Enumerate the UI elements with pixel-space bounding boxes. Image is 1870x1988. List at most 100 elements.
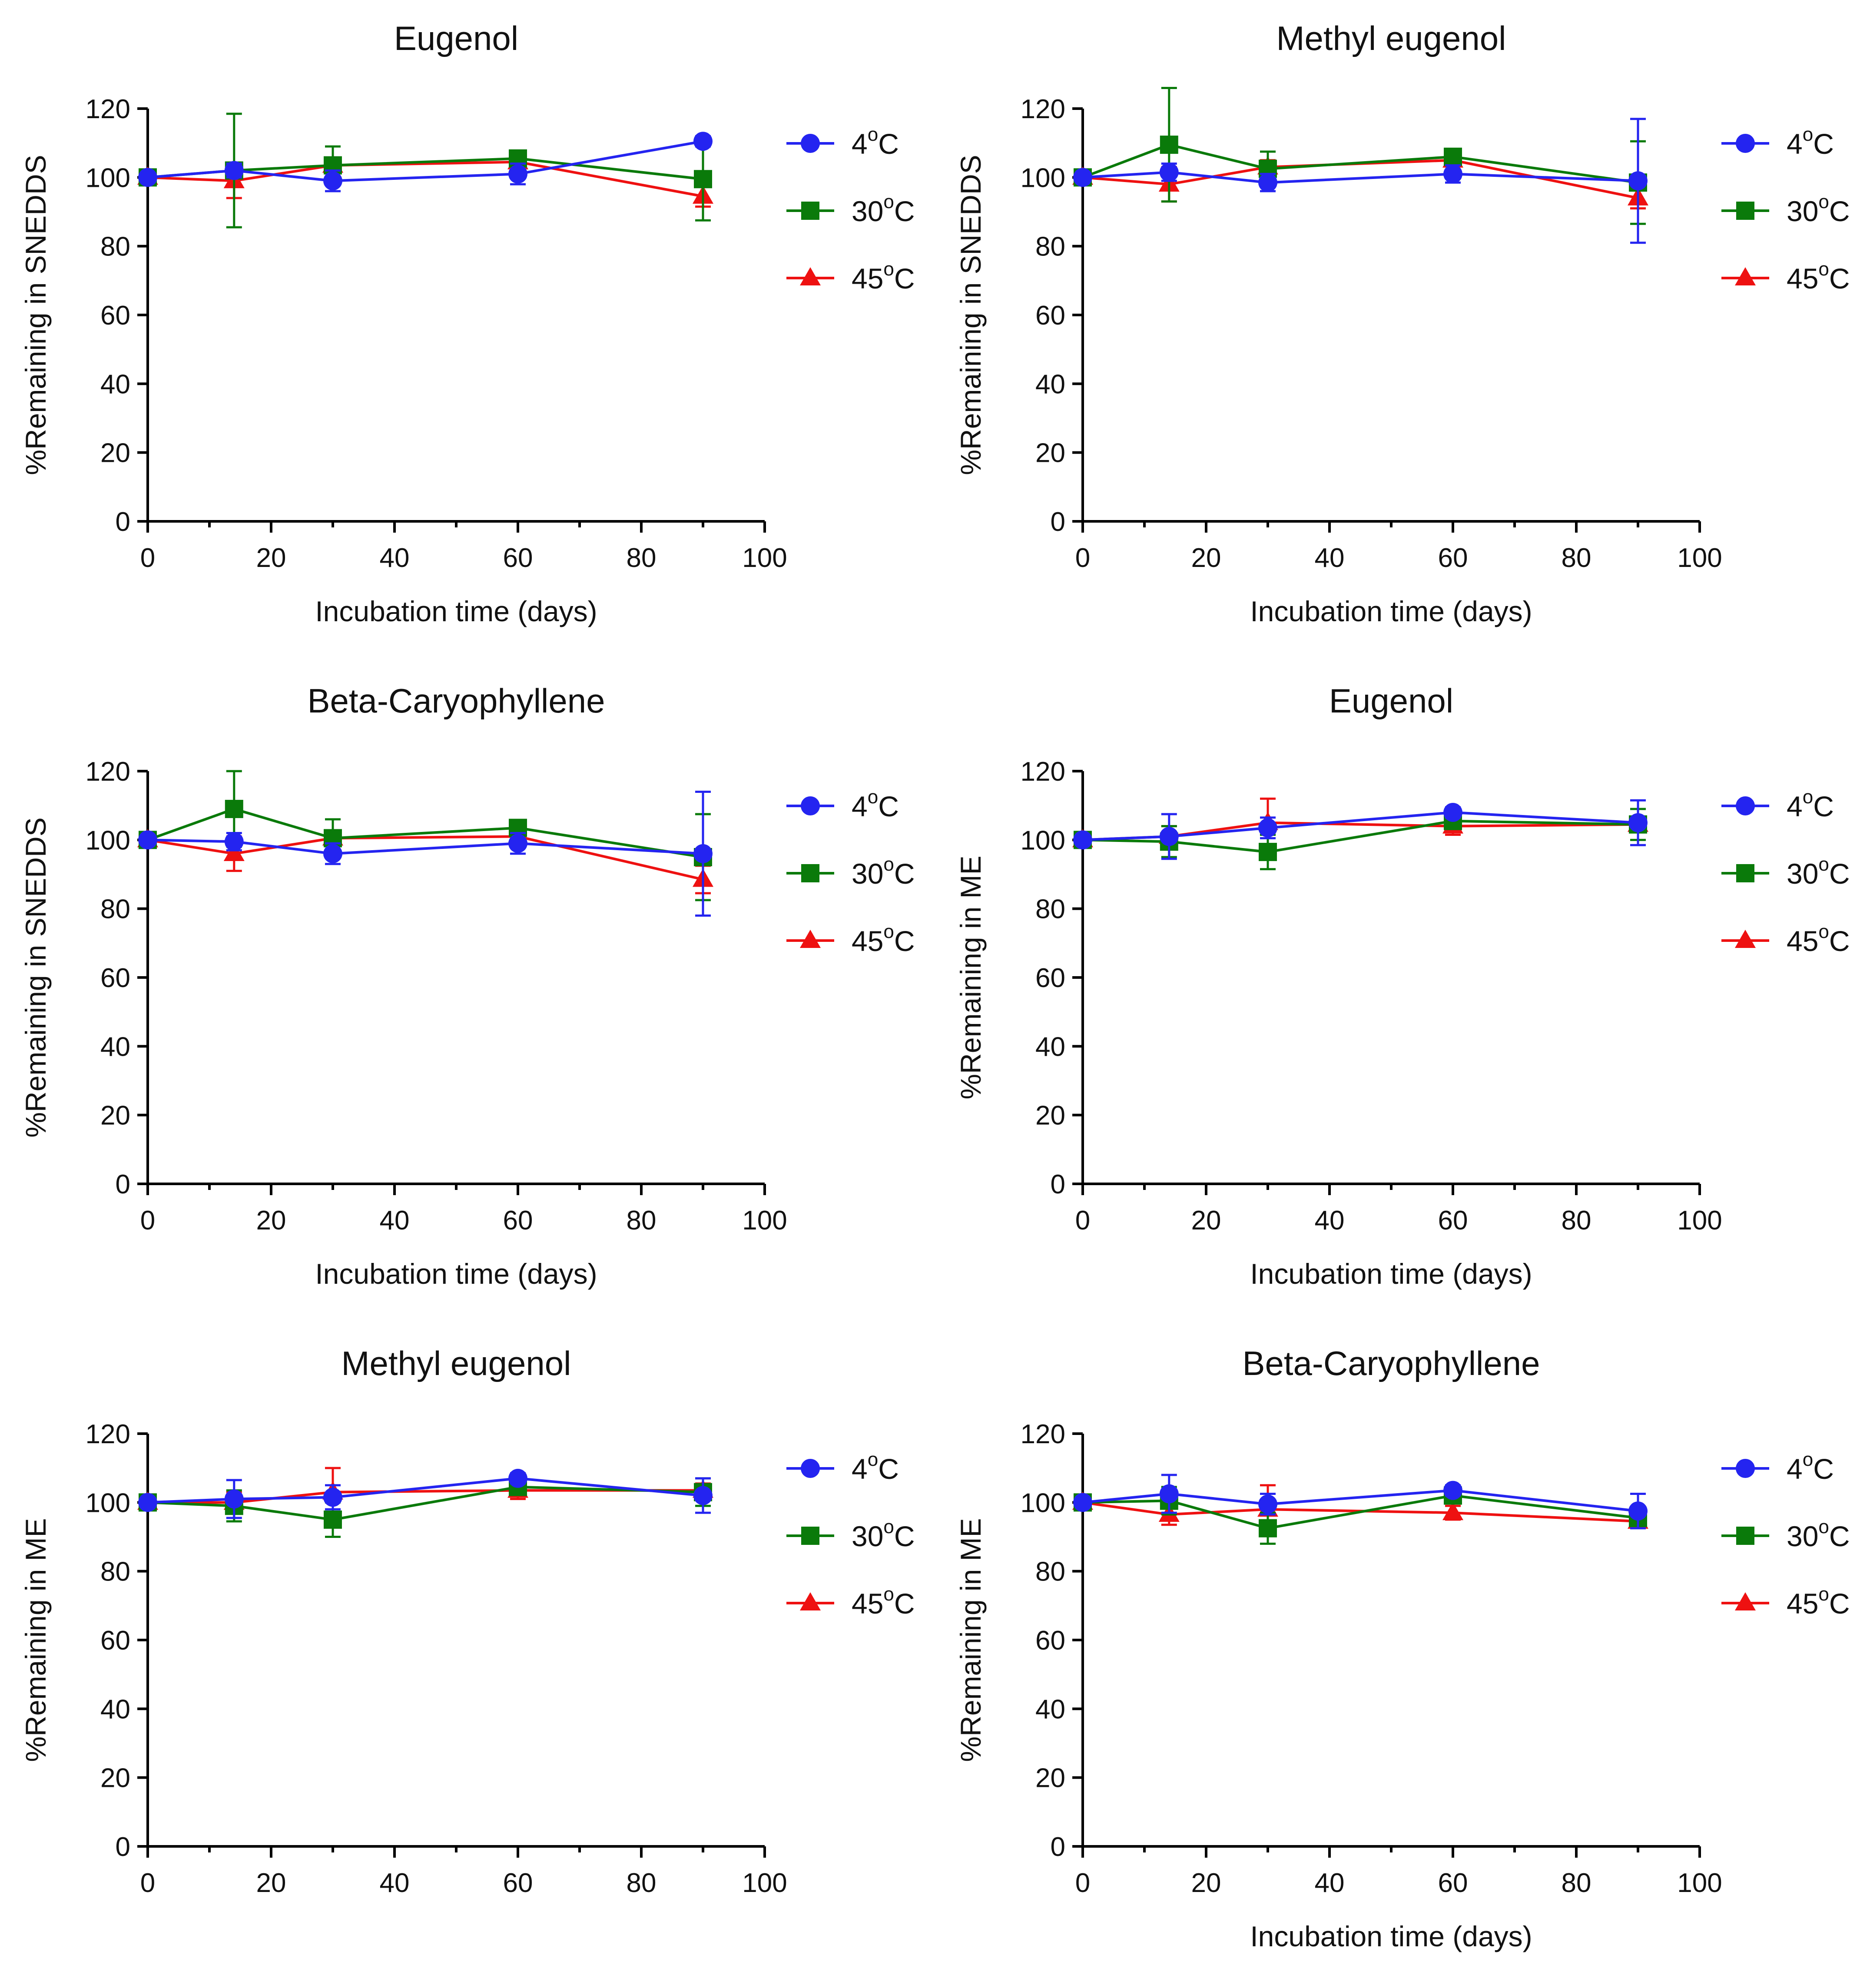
legend-label: 30oC [1787, 854, 1850, 890]
x-tick-label: 100 [742, 1206, 787, 1236]
legend-label-unit: C [894, 925, 915, 957]
legend-label-unit: C [1829, 858, 1850, 890]
y-tick-label: 40 [100, 369, 130, 399]
y-tick-label: 20 [1035, 438, 1065, 468]
legend-item-4C: 4oC [786, 1449, 899, 1485]
x-tick-label: 0 [1075, 1206, 1090, 1236]
data-point [1258, 1494, 1277, 1514]
legend-label: 30oC [1787, 1516, 1850, 1552]
x-tick-label: 0 [1075, 1868, 1090, 1898]
x-tick-label: 80 [1562, 1868, 1591, 1898]
y-tick-label: 0 [116, 1832, 130, 1862]
legend-marker [1736, 202, 1754, 220]
legend-marker [801, 1459, 820, 1478]
legend-degree-symbol: o [1803, 124, 1813, 145]
series-45C [137, 825, 713, 895]
data-point [1159, 827, 1179, 846]
data-point [224, 832, 244, 852]
data-point [323, 1488, 342, 1507]
x-tick-label: 60 [1438, 543, 1468, 573]
x-tick-label: 80 [627, 1868, 656, 1898]
x-tick-label: 80 [627, 543, 656, 573]
legend-label: 45oC [1787, 1584, 1850, 1620]
x-tick-label: 40 [1315, 543, 1345, 573]
y-tick-label: 40 [100, 1032, 130, 1062]
y-tick-label: 80 [100, 895, 130, 924]
chart-panel-beta-caryophyllene-me: Beta-Caryophyllene 0 20 40 60 80 100 120 0 20 40 60… [955, 1344, 1850, 1952]
y-tick-label: 80 [100, 1557, 130, 1587]
legend-label: 30oC [852, 854, 915, 890]
y-tick-label: 100 [1021, 163, 1065, 193]
legend-marker [1736, 1459, 1755, 1478]
legend-label-number: 45 [852, 262, 883, 295]
legend-label: 45oC [852, 258, 915, 295]
data-point [223, 843, 245, 861]
legend-degree-symbol: o [1818, 258, 1829, 280]
series-4C [138, 791, 713, 917]
legend-label-unit: C [878, 790, 899, 822]
legend-item-4C: 4oC [1721, 786, 1834, 822]
chart-title: Methyl eugenol [1276, 19, 1506, 57]
legend-label-number: 30 [1787, 1520, 1818, 1552]
chart-panel-eugenol-me: Eugenol 0 20 40 60 80 100 120 0 20 40 60 80 100 Incuba… [955, 682, 1850, 1290]
data-point [138, 1493, 157, 1512]
legend-label-unit: C [894, 1520, 915, 1552]
data-point [225, 800, 243, 818]
x-tick-label: 80 [1562, 1206, 1591, 1236]
x-tick-label: 100 [742, 543, 787, 573]
legend-item-4C: 4oC [1721, 124, 1834, 160]
legend-label-number: 4 [1787, 790, 1803, 822]
y-tick-label: 60 [1035, 963, 1065, 993]
legend-degree-symbol: o [883, 191, 894, 212]
y-tick-label: 100 [1021, 825, 1065, 855]
x-tick-label: 0 [140, 1868, 155, 1898]
legend-label-number: 30 [852, 195, 883, 227]
y-tick-label: 120 [1021, 757, 1065, 787]
chart-title: Methyl eugenol [341, 1344, 571, 1382]
x-tick-label: 60 [503, 1206, 533, 1236]
legend-marker [800, 267, 821, 285]
legend-label-number: 4 [852, 128, 868, 160]
x-tick-label: 0 [140, 543, 155, 573]
series-4C [1073, 799, 1648, 860]
x-tick-label: 20 [1191, 1206, 1221, 1236]
legend-marker [1736, 134, 1755, 153]
series-4C [138, 1468, 713, 1519]
y-tick-label: 60 [100, 301, 130, 331]
legend-label-unit: C [894, 262, 915, 295]
x-tick-label: 40 [380, 543, 410, 573]
y-tick-label: 20 [100, 1101, 130, 1131]
y-tick-label: 120 [1021, 94, 1065, 124]
y-tick-label: 80 [1035, 895, 1065, 924]
y-axis-label: %Remaining in SNEDDS [20, 155, 52, 475]
x-tick-label: 0 [140, 1206, 155, 1236]
legend-item-30C: 30oC [1721, 854, 1850, 890]
legend-label-unit: C [1829, 1520, 1850, 1552]
data-point [508, 834, 527, 853]
legend-label-unit: C [1813, 1453, 1834, 1485]
data-point [1159, 162, 1179, 182]
legend-label-number: 45 [1787, 262, 1818, 295]
series-4C [1073, 1474, 1648, 1530]
data-point [224, 1489, 244, 1509]
x-tick-label: 20 [256, 1868, 286, 1898]
legend-marker [801, 134, 820, 153]
legend-degree-symbol: o [883, 921, 894, 942]
legend-label-unit: C [1829, 1587, 1850, 1620]
legend-item-45C: 45oC [786, 258, 915, 295]
legend-degree-symbol: o [883, 854, 894, 875]
data-point [1073, 830, 1092, 850]
chart-panel-eugenol-snedds: Eugenol 0 20 40 60 80 100 120 0 20 40 60 80 100 Incuba… [20, 19, 915, 627]
y-axis-label: %Remaining in ME [955, 1518, 987, 1762]
data-point [1259, 843, 1277, 861]
data-point [508, 1468, 527, 1488]
x-tick-label: 20 [1191, 543, 1221, 573]
y-tick-label: 0 [1051, 507, 1065, 537]
y-tick-label: 0 [116, 1170, 130, 1199]
legend-marker [1735, 1592, 1756, 1610]
legend-label: 30oC [852, 1516, 915, 1552]
legend-marker [801, 864, 819, 882]
y-axis-label: %Remaining in ME [20, 1518, 52, 1762]
legend-label-number: 45 [852, 1587, 883, 1620]
